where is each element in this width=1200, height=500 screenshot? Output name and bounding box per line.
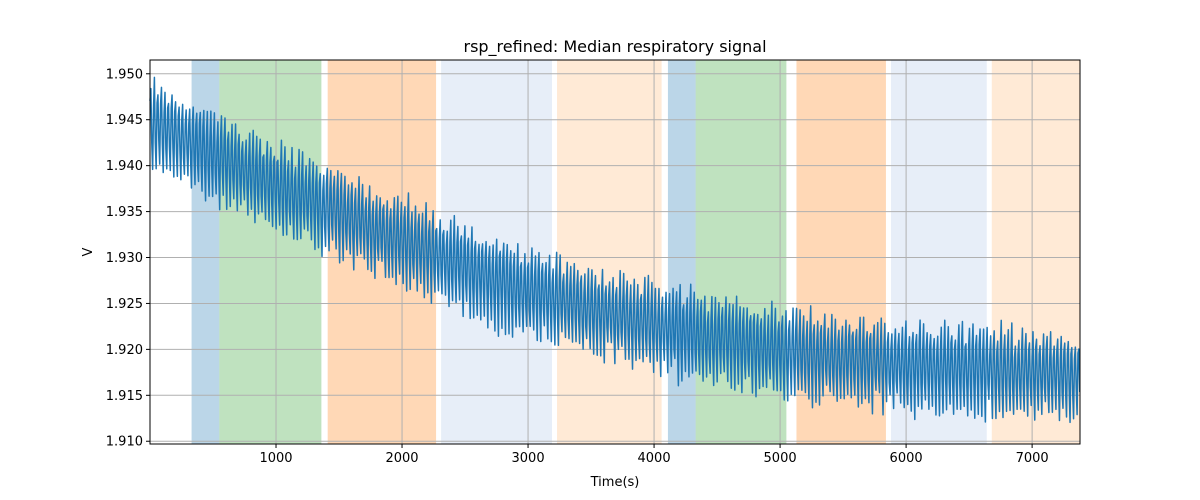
x-tick-label: 6000 [890,451,923,466]
y-tick-label: 1.940 [106,159,143,174]
y-tick-label: 1.930 [106,251,143,266]
shaded-region-2 [219,60,322,444]
y-tick-label: 1.920 [106,343,143,358]
signal-line-group [149,76,1081,424]
chart-title: rsp_refined: Median respiratory signal [463,37,766,57]
x-tick-label: 2000 [385,451,418,466]
x-tick-label: 7000 [1016,451,1049,466]
shaded-region-5 [557,60,662,444]
y-tick-label: 1.935 [106,205,143,220]
y-tick-label: 1.925 [106,297,143,312]
y-tick-label: 1.910 [106,435,143,450]
x-tick-label: 1000 [259,451,292,466]
y-tick-label: 1.950 [106,67,143,82]
y-axis-ticks: 1.910 1.915 1.920 1.925 1.930 1.935 1.940 1.945… [106,67,150,450]
shaded-region-6 [667,60,696,444]
y-axis-label: V [81,247,96,256]
y-tick-label: 1.915 [106,389,143,404]
x-tick-label: 4000 [638,451,671,466]
x-axis-ticks: 1000 2000 3000 4000 5000 6000 7000 [259,444,1049,466]
plot-frame [149,59,1081,445]
y-tick-label: 1.945 [106,113,143,128]
x-axis-label: Time(s) [590,475,640,490]
x-tick-label: 3000 [512,451,545,466]
signal-line [149,76,1081,424]
x-tick-label: 5000 [764,451,797,466]
